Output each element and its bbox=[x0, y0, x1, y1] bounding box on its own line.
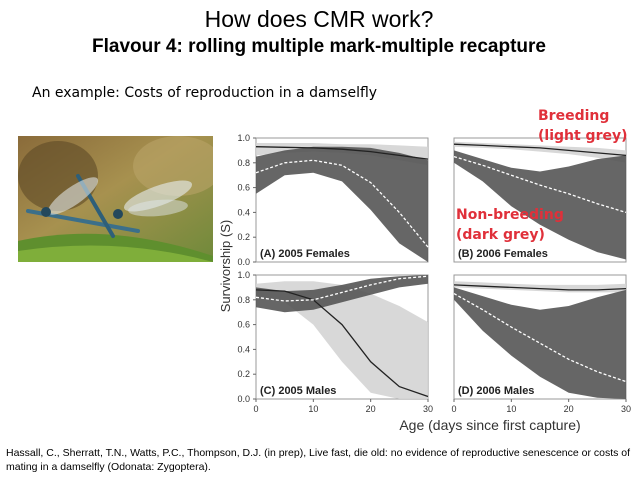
panel-label: (A) 2005 Females bbox=[260, 248, 350, 260]
x-tick-label: 0 bbox=[253, 404, 258, 414]
y-tick-label: 0.0 bbox=[237, 257, 250, 267]
x-tick-label: 20 bbox=[366, 404, 376, 414]
callout-breeding-line-1: Breeding bbox=[538, 108, 610, 124]
panel-label: (B) 2006 Females bbox=[458, 248, 548, 260]
y-tick-label: 0.2 bbox=[237, 369, 250, 379]
slide-title: How does CMR work? bbox=[204, 6, 434, 32]
panel-label: (C) 2005 Males bbox=[260, 385, 336, 397]
nonbreeding-mean-line bbox=[255, 275, 429, 302]
panel-1: (B) 2006 Females bbox=[453, 137, 627, 263]
citation: Hassall, C., Sherratt, T.N., Watts, P.C.… bbox=[6, 447, 631, 473]
x-tick-label: 0 bbox=[451, 404, 456, 414]
nonbreeding-mean-line bbox=[453, 155, 627, 214]
x-tick-label: 10 bbox=[308, 404, 318, 414]
y-tick-label: 0.6 bbox=[237, 183, 250, 193]
breeding-band bbox=[454, 141, 626, 163]
x-axis-label: Age (days since first capture) bbox=[399, 417, 580, 433]
breeding-mean-line bbox=[255, 146, 429, 160]
nonbreeding-band bbox=[454, 287, 626, 399]
y-tick-label: 0.6 bbox=[237, 320, 250, 330]
nonbreeding-band bbox=[256, 275, 428, 313]
nonbreeding-band bbox=[256, 146, 428, 262]
y-tick-label: 1.0 bbox=[237, 270, 250, 280]
callout-nonbreeding-line-2: (dark grey) bbox=[456, 227, 545, 243]
y-tick-label: 0.8 bbox=[237, 295, 250, 305]
y-tick-label: 0.2 bbox=[237, 232, 250, 242]
slide-subtitle: Flavour 4: rolling multiple mark-multipl… bbox=[92, 36, 546, 57]
panel-0: (A) 2005 Females 0.0 0.2 0.4 0.6 0.8 1.0 bbox=[237, 133, 429, 267]
y-tick-label: 0.0 bbox=[237, 394, 250, 404]
y-tick-label: 0.8 bbox=[237, 158, 250, 168]
x-tick-label: 30 bbox=[621, 404, 631, 414]
breeding-mean-line bbox=[453, 284, 627, 291]
example-text: An example: Costs of reproduction in a d… bbox=[32, 85, 378, 101]
x-tick-label: 20 bbox=[564, 404, 574, 414]
survivorship-chart: (A) 2005 Females 0.0 0.2 0.4 0.6 0.8 1.0 (B) 20… bbox=[218, 133, 631, 433]
breeding-mean-line bbox=[255, 289, 429, 398]
callout-breeding-line-2: (light grey) bbox=[538, 128, 628, 144]
damselfly-photo bbox=[18, 136, 213, 262]
callout-breeding: Breeding (light grey) bbox=[538, 106, 628, 146]
callout-nonbreeding: Non-breeding (dark grey) bbox=[456, 205, 564, 245]
y-tick-label: 1.0 bbox=[237, 133, 250, 143]
x-tick-label: 10 bbox=[506, 404, 516, 414]
breeding-mean-line bbox=[453, 143, 627, 157]
x-tick-label: 30 bbox=[423, 404, 433, 414]
nonbreeding-mean-line bbox=[255, 159, 429, 248]
y-tick-label: 0.4 bbox=[237, 344, 250, 354]
callout-nonbreeding-line-1: Non-breeding bbox=[456, 207, 564, 223]
panel-label: (D) 2006 Males bbox=[458, 385, 534, 397]
y-tick-label: 0.4 bbox=[237, 207, 250, 217]
nonbreeding-mean-line bbox=[453, 293, 627, 383]
nonbreeding-band bbox=[454, 150, 626, 260]
panel-2: (C) 2005 Males 0.0 0.2 0.4 0.6 0.8 1.0 0 10 20 30 bbox=[237, 270, 433, 414]
y-axis-label: Survivorship (S) bbox=[218, 220, 233, 312]
